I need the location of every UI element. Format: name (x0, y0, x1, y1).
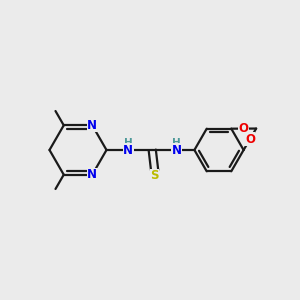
Text: O: O (239, 122, 249, 135)
Text: H: H (172, 137, 181, 148)
Text: H: H (124, 137, 133, 148)
Text: N: N (123, 143, 133, 157)
Text: N: N (171, 143, 182, 157)
Text: N: N (87, 168, 97, 181)
Text: O: O (245, 133, 255, 146)
Text: S: S (150, 169, 159, 182)
Text: N: N (87, 119, 97, 132)
